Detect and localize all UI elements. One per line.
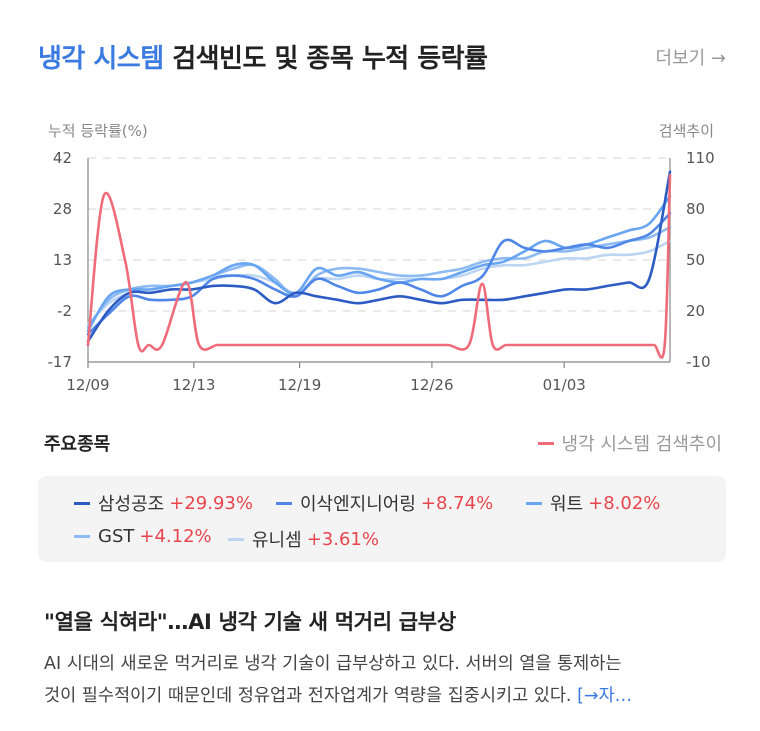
x-tick-label-0: 12/09 <box>66 376 109 394</box>
right-tick-label-0: 110 <box>686 149 715 167</box>
news-body-line-1: AI 시대의 새로운 먹거리로 냉각 기술이 급부상하고 있다. 서버의 열을 … <box>44 654 622 674</box>
right-tick-label-4: -10 <box>686 353 711 371</box>
more-link[interactable]: 더보기 → <box>655 48 726 69</box>
main-stocks-label: 주요종목 <box>44 434 111 455</box>
right-tick-label-2: 50 <box>686 251 705 269</box>
stock-name-0: 삼성공조 <box>98 494 165 515</box>
stock-swatch-0 <box>74 501 90 505</box>
stock-swatch-3 <box>74 535 90 538</box>
stock-name-3: GST <box>98 526 135 547</box>
stock-swatch-2 <box>526 501 542 505</box>
stock-item-3[interactable]: GST +4.12% <box>74 526 212 547</box>
stock-change-1: +8.74% <box>420 492 494 514</box>
left-tick-label-0: 42 <box>53 149 72 167</box>
stock-line-0 <box>86 170 672 343</box>
stock-item-1[interactable]: 이삭엔지니어링 +8.74% <box>276 490 493 516</box>
news-body-line-2-text: 것이 필수적이기 때문인데 정유업과 전자업계가 역량을 집중시키고 있다. <box>44 686 572 706</box>
stock-name-2: 워트 <box>550 494 584 515</box>
stock-line-1 <box>86 212 672 336</box>
news-more-link[interactable]: [→자… <box>577 686 633 706</box>
right-axis-label: 검색추이 <box>658 122 714 140</box>
stock-change-0: +29.93% <box>169 492 253 514</box>
right-tick-label-1: 80 <box>686 200 705 218</box>
stock-change-2: +8.02% <box>588 492 661 514</box>
stock-item-4[interactable]: 유니셈 +3.61% <box>228 526 379 552</box>
stock-swatch-4 <box>228 537 244 541</box>
search-legend-label: 냉각 시스템 검색추이 <box>561 434 722 455</box>
title-rest: 검색빈도 및 종목 누적 등락률 <box>172 44 488 74</box>
stock-change-3: +4.12% <box>139 526 212 547</box>
search-trend-line <box>86 173 672 359</box>
stock-line-3 <box>86 225 672 329</box>
news-body: AI 시대의 새로운 먹거리로 냉각 기술이 급부상하고 있다. 서버의 열을 … <box>44 648 720 712</box>
stock-legend-box: 삼성공조 +29.93% 이삭엔지니어링 +8.74% 워트 +8.02% GS… <box>38 476 726 562</box>
right-tick-label-3: 20 <box>686 302 705 320</box>
news-body-line-2: 것이 필수적이기 때문인데 정유업과 전자업계가 역량을 집중시키고 있다. [… <box>44 680 720 712</box>
stock-name-4: 유니셈 <box>252 530 302 551</box>
left-tick-label-3: -2 <box>57 302 72 320</box>
stock-swatch-1 <box>276 501 292 505</box>
left-tick-label-1: 28 <box>53 200 72 218</box>
stock-name-1: 이삭엔지니어링 <box>300 494 416 515</box>
left-axis-label: 누적 등락률(%) <box>48 122 148 140</box>
search-legend-swatch <box>537 441 554 445</box>
x-tick-label-2: 12/19 <box>278 376 321 394</box>
x-tick-label-3: 12/26 <box>410 376 453 394</box>
title-keyword: 냉각 시스템 <box>38 44 164 74</box>
page-title: 냉각 시스템 검색빈도 및 종목 누적 등락률 <box>38 38 488 75</box>
stock-item-2[interactable]: 워트 +8.02% <box>526 490 660 516</box>
x-tick-label-4: 01/03 <box>543 376 586 394</box>
search-trend-legend[interactable]: 냉각 시스템 검색추이 <box>537 430 722 456</box>
stock-item-0[interactable]: 삼성공조 +29.93% <box>74 490 253 516</box>
x-tick-label-1: 12/13 <box>172 376 215 394</box>
stock-change-4: +3.61% <box>306 528 379 550</box>
left-tick-label-2: 13 <box>53 251 72 269</box>
left-tick-label-4: -17 <box>48 353 73 371</box>
news-headline[interactable]: "열을 식혀라"…AI 냉각 기술 새 먹거리 급부상 <box>44 610 456 634</box>
line-chart: 42 110 28 80 13 50 -2 20 -17 -10 12/09 12/13 12/19 12… <box>48 149 715 394</box>
